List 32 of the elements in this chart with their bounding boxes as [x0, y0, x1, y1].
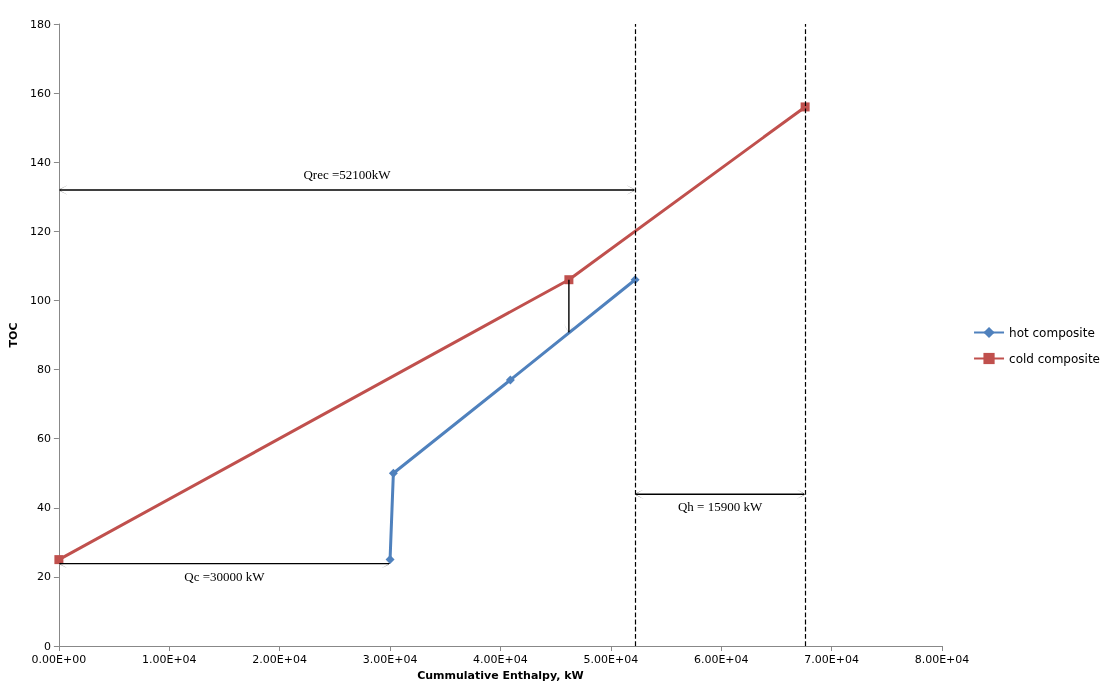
- x-tick-label: 0.00E+00: [31, 653, 87, 666]
- y-tick-label: 120: [29, 224, 51, 238]
- y-tick-label: 80: [36, 363, 51, 377]
- point: [54, 555, 64, 565]
- x-tick-label: 4.00E+04: [473, 653, 528, 666]
- y-tick-label: 40: [36, 501, 51, 515]
- x-axis-title: Cummulative Enthalpy, kW: [417, 668, 584, 682]
- point: [800, 102, 810, 112]
- annotation: Qc =30000 kW: [184, 568, 266, 584]
- legend-label: hot composite: [1009, 325, 1095, 340]
- x-tick-label: 2.00E+04: [252, 653, 307, 666]
- y-tick-label: 20: [36, 570, 51, 584]
- y-tick-label: 140: [29, 155, 51, 169]
- x-tick-label: 7.00E+04: [804, 653, 859, 666]
- x-tick-label: 6.00E+04: [693, 653, 749, 666]
- annotation: Qh = 15900 kW: [677, 499, 763, 515]
- y-axis-title: TOC: [7, 322, 20, 348]
- y-tick-label: 100: [29, 293, 51, 307]
- x-tick-label: 1.00E+04: [141, 653, 197, 666]
- x-tick-label: 5.00E+04: [583, 653, 639, 666]
- x-tick-label: 8.00E+04: [914, 653, 970, 666]
- y-tick-label: 60: [36, 432, 51, 446]
- point: [388, 468, 398, 478]
- point: [505, 375, 515, 385]
- point: [385, 555, 395, 565]
- x-tick-label: 3.00E+04: [362, 653, 418, 666]
- y-tick-label: 160: [29, 86, 51, 100]
- point: [564, 275, 574, 285]
- y-tick-label: 180: [29, 17, 51, 31]
- y-tick-label: 0: [43, 639, 51, 653]
- annotation: Qrec =52100kW: [303, 167, 392, 183]
- legend-label: cold composite: [1009, 351, 1100, 366]
